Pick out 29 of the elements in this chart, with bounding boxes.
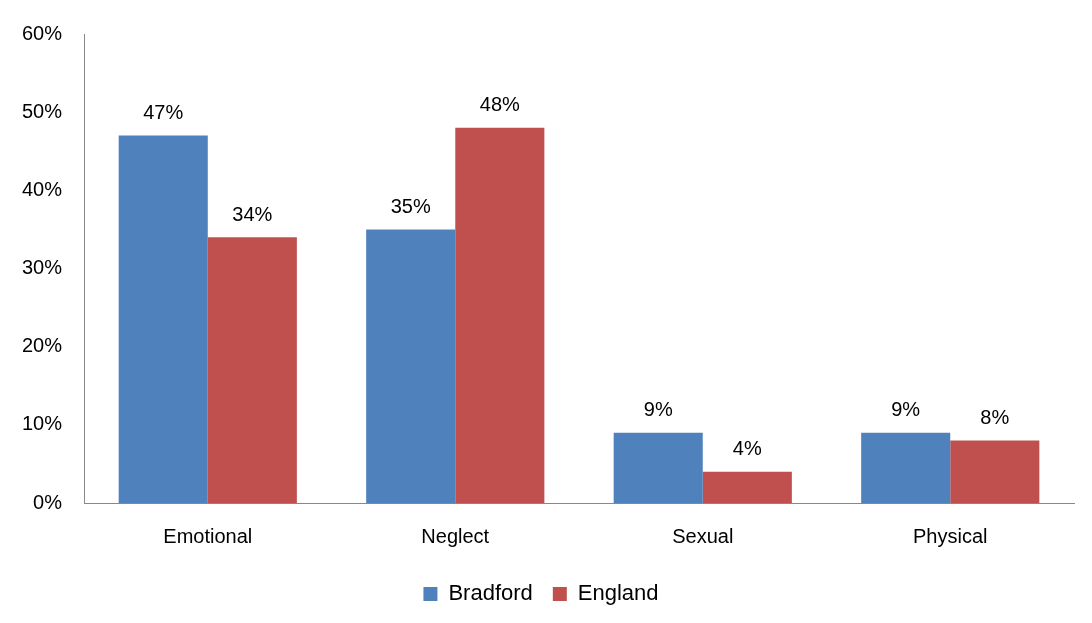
y-tick-label: 20%: [22, 334, 63, 357]
x-tick-label: Physical: [913, 524, 988, 547]
bar: [118, 135, 208, 503]
data-label: 8%: [980, 405, 1010, 428]
data-label: 35%: [390, 194, 431, 217]
legend-label: England: [577, 580, 659, 606]
bar: [861, 432, 951, 503]
x-tick-label: Emotional: [163, 524, 253, 547]
data-label: 9%: [643, 398, 673, 421]
y-tick-label: 0%: [33, 490, 63, 513]
x-tick-label: Neglect: [421, 524, 490, 547]
data-label: 4%: [732, 437, 762, 460]
data-label: 48%: [479, 93, 521, 116]
data-label: 9%: [891, 398, 921, 421]
data-label: 47%: [143, 101, 184, 124]
bar: [613, 432, 703, 503]
legend-label: Bradford: [448, 580, 533, 606]
bar: [366, 229, 456, 503]
bar: [207, 237, 297, 503]
data-label: 34%: [232, 202, 273, 225]
y-tick-label: 50%: [22, 99, 63, 122]
y-tick-label: 60%: [22, 21, 63, 44]
x-tick-label: Sexual: [672, 524, 734, 547]
y-tick-label: 30%: [22, 256, 63, 279]
bar: [702, 471, 792, 503]
y-tick-label: 10%: [22, 412, 63, 435]
y-tick-label: 40%: [22, 177, 63, 200]
bar: [950, 440, 1040, 503]
bar: [455, 127, 545, 503]
